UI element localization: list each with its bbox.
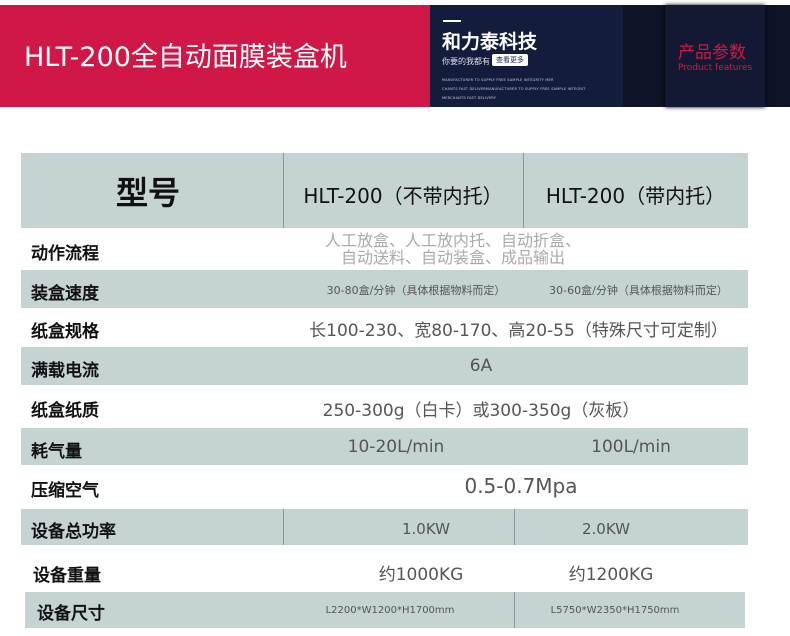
table-row: 压缩空气 0.5-0.7Mpa xyxy=(21,465,748,507)
table-row: 设备重量 约1000KG 约1200KG xyxy=(21,550,748,590)
row-value-col2: 约1200KG xyxy=(568,565,654,585)
row-value-col1: L2200*W1200*H1700mm xyxy=(325,605,455,616)
section-title-en: Product features xyxy=(678,63,753,73)
brand-name: 和力泰科技 xyxy=(442,31,538,53)
row-label: 设备总功率 xyxy=(31,522,116,542)
table-row: 纸盒规格 长100-230、宽80-170、高20-55（特殊尺寸可定制） xyxy=(21,308,748,347)
slogan: 你要的我都有 xyxy=(442,57,490,66)
view-more-button[interactable]: 查看更多 xyxy=(492,54,528,66)
table-row: 装盒速度 30-80盒/分钟（具体根据物料而定） 30-60盒/分钟（具体根据物… xyxy=(21,270,748,308)
row-value: 人工放盒、人工放内托、自动折盒、 自动送料、自动装盒、成品输出 xyxy=(283,232,623,266)
row-value: 6A xyxy=(469,356,493,376)
tiny-text: CHANTS FAST DELIVERMANUFACTURER TO SUPPL… xyxy=(442,87,586,91)
model-col2: HLT-200（带内托） xyxy=(545,184,726,208)
row-label: 设备尺寸 xyxy=(37,604,105,624)
row-value-col2: 2.0KW xyxy=(582,520,630,538)
table-row: 耗气量 10-20L/min 100L/min xyxy=(21,428,748,465)
row-value-col1: 30-80盒/分钟（具体根据物料而定） xyxy=(326,284,506,297)
row-value-col1: 约1000KG xyxy=(378,565,464,585)
model-label: 型号 xyxy=(116,174,181,212)
value-line: 自动送料、自动装盒、成品输出 xyxy=(340,248,565,267)
row-value-col1: 1.0KW xyxy=(402,520,450,538)
table-row: 设备总功率 1.0KW 2.0KW xyxy=(21,509,748,545)
row-label: 满载电流 xyxy=(31,361,99,381)
row-value-col2: 100L/min xyxy=(591,437,671,457)
table-row: 设备尺寸 L2200*W1200*H1700mm L5750*W2350*H17… xyxy=(25,592,745,628)
row-value: 0.5-0.7Mpa xyxy=(464,474,578,498)
row-label: 纸盒纸质 xyxy=(31,401,99,421)
model-col1: HLT-200（不带内托） xyxy=(303,184,503,208)
section-title-cn: 产品参数 xyxy=(678,43,746,63)
product-features-panel: 产品参数 Product features xyxy=(665,5,765,107)
product-title: HLT-200全自动面膜装盒机 xyxy=(24,42,347,73)
row-label: 压缩空气 xyxy=(31,481,99,501)
table-row: 动作流程 人工放盒、人工放内托、自动折盒、 自动送料、自动装盒、成品输出 xyxy=(21,230,748,270)
brand-banner: 和力泰科技 你要的我都有 查看更多 MANUFACTURER TO SUPPLY… xyxy=(430,5,790,107)
row-label: 设备重量 xyxy=(33,566,101,586)
row-value: 长100-230、宽80-170、高20-55（特殊尺寸可定制） xyxy=(309,321,728,341)
row-value: 250-300g（白卡）或300-350g（灰板） xyxy=(322,401,640,421)
table-header: 型号 HLT-200（不带内托） HLT-200（带内托） xyxy=(21,153,748,228)
row-label: 纸盒规格 xyxy=(31,322,99,342)
table-row: 纸盒纸质 250-300g（白卡）或300-350g（灰板） xyxy=(21,385,748,428)
banner-title-area: HLT-200全自动面膜装盒机 xyxy=(0,5,430,107)
row-label: 装盒速度 xyxy=(31,284,99,304)
row-value-col2: L5750*W2350*H1750mm xyxy=(550,605,680,616)
row-value-col1: 10-20L/min xyxy=(347,437,445,457)
brand-underline xyxy=(443,20,461,22)
row-label: 耗气量 xyxy=(31,442,82,462)
value-line: 人工放盒、人工放内托、自动折盒、 xyxy=(324,231,581,250)
tiny-text: MERCHANTS FAST DELIVERY xyxy=(442,96,497,100)
row-value-col2: 30-60盒/分钟（具体根据物料而定） xyxy=(549,284,728,297)
tiny-text: MANUFACTURER TO SUPPLY FREE SAMPLE INTEG… xyxy=(442,78,554,82)
table-row: 满载电流 6A xyxy=(21,347,748,385)
row-label: 动作流程 xyxy=(31,244,99,264)
